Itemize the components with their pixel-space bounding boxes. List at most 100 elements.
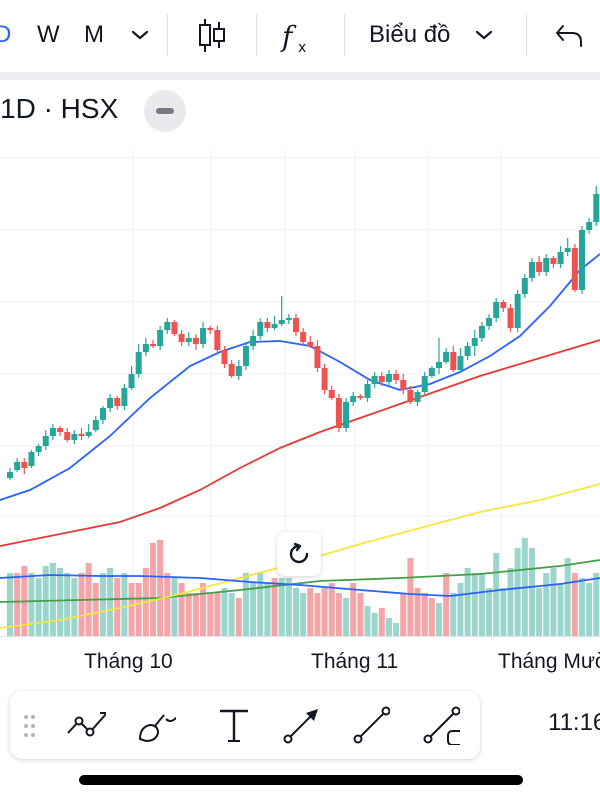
candle-body	[278, 320, 285, 324]
candle-body	[99, 408, 106, 420]
candle-body	[7, 472, 13, 478]
candle-body	[14, 462, 21, 470]
volume-bar	[278, 578, 285, 636]
candle-body	[221, 350, 228, 364]
volume-bar	[335, 593, 342, 636]
arrow-icon[interactable]	[280, 705, 320, 745]
candle-body	[164, 322, 171, 330]
volume-bar	[185, 593, 192, 636]
candlestick-icon[interactable]	[196, 16, 228, 56]
collapse-legend-button[interactable]	[144, 90, 186, 132]
candle-body	[85, 432, 92, 436]
line-with-handle-icon[interactable]	[420, 705, 460, 745]
undo-icon[interactable]	[554, 22, 586, 50]
candle-body	[64, 432, 71, 440]
volume-bar	[228, 593, 235, 636]
volume-bar	[78, 573, 85, 636]
candle-body	[128, 374, 135, 388]
candle-body	[71, 434, 78, 440]
volume-bar	[250, 583, 257, 636]
time-axis-label: Tháng Mười	[498, 650, 600, 673]
candle-body	[450, 352, 457, 370]
volume-bar	[164, 573, 171, 636]
volume-bar	[192, 593, 199, 636]
volume-bar	[378, 608, 385, 636]
candle-body	[142, 344, 149, 352]
timeframe-week[interactable]: W	[37, 21, 60, 48]
volume-bar	[421, 593, 428, 636]
volume-bar	[99, 573, 106, 636]
volume-bar	[135, 583, 142, 636]
candle-body	[121, 388, 128, 406]
volume-bar	[436, 603, 442, 636]
candle-body	[536, 262, 543, 272]
toolbar-separator	[167, 14, 168, 56]
volume-bar	[414, 588, 421, 636]
toolbar-divider	[0, 72, 600, 80]
candle-body	[264, 322, 271, 328]
svg-text:f: f	[280, 20, 297, 53]
volume-bar	[371, 613, 378, 636]
volume-bar	[293, 588, 299, 636]
reset-chart-button[interactable]	[277, 532, 321, 576]
candle-body	[242, 346, 249, 366]
volume-bar	[178, 583, 185, 636]
ma-red-line	[0, 339, 600, 547]
volume-bar	[428, 598, 435, 636]
volume-bar	[586, 583, 593, 636]
chart-type-menu[interactable]: Biểu đồ	[369, 21, 451, 48]
candle-body	[314, 346, 321, 368]
volume-bar	[514, 548, 521, 636]
volume-bar	[407, 558, 414, 636]
candle-body	[250, 336, 257, 346]
volume-bar	[314, 593, 321, 636]
volume-bar	[64, 573, 71, 636]
chevron-down-icon[interactable]	[474, 28, 494, 42]
volume-bar	[221, 588, 228, 636]
candle-body	[500, 302, 507, 308]
volume-bar	[14, 573, 21, 636]
candle-body	[378, 376, 385, 382]
candle-body	[49, 428, 56, 436]
volume-bar	[92, 583, 99, 636]
candle-body	[200, 328, 207, 344]
drag-handle-icon[interactable]	[22, 713, 36, 739]
top-toolbar: D W M f x Biểu đồ	[0, 0, 600, 72]
volume-bar	[471, 573, 478, 636]
candle-body	[335, 398, 342, 428]
candle-body	[293, 318, 299, 332]
price-chart[interactable]	[0, 150, 600, 636]
candle-body	[436, 362, 442, 368]
candle-body	[586, 222, 593, 230]
volume-bar	[257, 573, 264, 636]
brush-icon[interactable]	[136, 705, 176, 745]
candle-body	[235, 366, 242, 376]
function-fx-icon[interactable]: f x	[280, 16, 316, 56]
volume-bar	[214, 593, 221, 636]
candle-body	[343, 402, 350, 428]
volume-bar	[357, 593, 364, 636]
volume-bar	[128, 583, 135, 636]
volume-bar	[321, 588, 328, 636]
ray-icon[interactable]	[350, 705, 390, 745]
text-icon[interactable]	[214, 705, 254, 745]
volume-bar	[200, 583, 207, 636]
candle-body	[421, 376, 428, 392]
candle-body	[593, 194, 600, 222]
volume-bar	[285, 578, 292, 636]
symbol-legend: 1D · HSX	[0, 93, 119, 124]
candle-body	[393, 374, 400, 380]
time-axis-label: Tháng 11	[311, 650, 399, 673]
home-indicator[interactable]	[79, 775, 523, 785]
volume-bar	[450, 593, 457, 636]
candle-body	[78, 434, 85, 436]
volume-bar	[49, 563, 56, 636]
timeframe-day[interactable]: D	[0, 21, 12, 48]
chevron-down-icon[interactable]	[130, 28, 150, 42]
svg-text:x: x	[298, 40, 306, 56]
timeframe-month[interactable]: M	[84, 21, 104, 48]
candle-body	[364, 384, 371, 398]
candle-body	[178, 334, 185, 342]
trend-line-icon[interactable]	[66, 705, 106, 745]
candle-body	[92, 420, 99, 430]
